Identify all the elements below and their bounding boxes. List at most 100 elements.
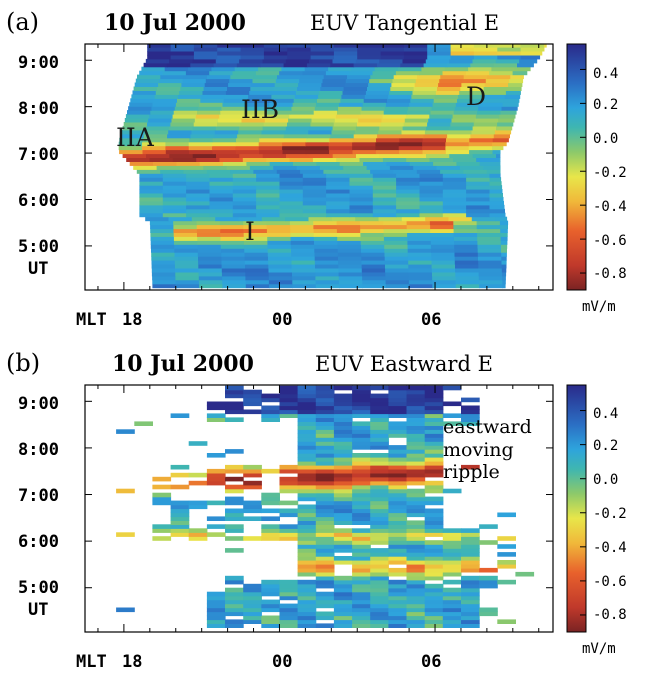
heatmap-cell bbox=[333, 544, 353, 549]
heatmap-cell bbox=[170, 500, 190, 506]
heatmap-cell bbox=[333, 397, 353, 403]
heatmap-cell bbox=[245, 283, 270, 289]
heatmap-cell bbox=[424, 587, 444, 593]
heatmap-cell bbox=[256, 204, 280, 210]
heatmap-cell bbox=[206, 413, 226, 418]
heatmap-cell bbox=[283, 62, 308, 68]
plot-frame-a bbox=[84, 43, 554, 291]
heatmap-cell bbox=[402, 125, 427, 131]
heatmap-cell bbox=[183, 74, 208, 80]
heatmap-cell bbox=[129, 102, 154, 107]
heatmap-cell bbox=[376, 62, 401, 68]
heatmap-cell bbox=[380, 51, 405, 56]
heatmap-cell bbox=[315, 389, 335, 395]
heatmap-cell bbox=[315, 433, 335, 438]
heatmap-cell bbox=[407, 240, 432, 245]
heatmap-cell bbox=[497, 619, 516, 624]
heatmap-cell bbox=[497, 44, 522, 48]
heatmap-cell bbox=[355, 58, 380, 64]
heatmap-cell bbox=[408, 275, 433, 281]
heatmap-cell bbox=[297, 86, 321, 91]
heatmap-cell bbox=[165, 141, 190, 147]
heatmap-cell bbox=[279, 476, 299, 482]
heatmap-cell bbox=[497, 579, 516, 585]
heatmap-cell bbox=[253, 169, 278, 174]
heatmap-cell bbox=[491, 66, 516, 72]
heatmap-cell bbox=[477, 244, 502, 249]
heatmap-cell bbox=[360, 232, 385, 237]
heatmap-cell bbox=[477, 110, 501, 115]
heatmap-cell bbox=[326, 193, 350, 198]
heatmap-cell bbox=[261, 129, 286, 135]
heatmap-cell bbox=[225, 393, 244, 399]
heatmap-cell bbox=[197, 236, 222, 241]
heatmap-cell bbox=[406, 623, 426, 628]
heatmap-cell bbox=[372, 189, 397, 194]
heatmap-cell bbox=[411, 94, 436, 99]
heatmap-cell bbox=[149, 157, 174, 162]
heatmap-cell bbox=[333, 595, 353, 601]
heatmap-cell bbox=[485, 78, 510, 84]
heatmap-cell bbox=[169, 125, 194, 131]
heatmap-cell bbox=[370, 619, 389, 624]
heatmap-cell bbox=[191, 216, 216, 222]
heatmap-cell bbox=[352, 591, 371, 597]
heatmap-cell bbox=[206, 591, 226, 597]
heatmap-cell bbox=[352, 468, 371, 474]
heatmap-cell bbox=[431, 264, 456, 269]
heatmap-cell bbox=[197, 110, 221, 115]
heatmap-cell bbox=[243, 504, 262, 510]
heatmap-cell bbox=[225, 587, 244, 593]
heatmap-cell bbox=[225, 508, 244, 514]
heatmap-cell bbox=[442, 595, 462, 601]
heatmap-cell bbox=[352, 441, 371, 446]
heatmap-cell bbox=[279, 464, 299, 470]
heatmap-cell bbox=[162, 196, 187, 202]
heatmap-cell bbox=[384, 256, 409, 261]
heatmap-cell bbox=[279, 204, 304, 210]
heatmap-cell bbox=[152, 500, 172, 506]
heatmap-cell bbox=[370, 548, 389, 553]
heatmap-cell bbox=[349, 181, 374, 186]
heatmap-cell bbox=[315, 571, 335, 577]
heatmap-cell bbox=[264, 118, 289, 123]
heatmap-cell bbox=[315, 476, 335, 482]
heatmap-cell bbox=[333, 393, 353, 399]
heatmap-cell bbox=[186, 173, 210, 178]
heatmap-cell bbox=[315, 532, 335, 537]
heatmap-cell bbox=[502, 275, 506, 281]
heatmap-cell bbox=[261, 516, 280, 521]
heatmap-cell bbox=[279, 468, 299, 474]
heatmap-cell bbox=[170, 504, 190, 510]
heatmap-cell bbox=[313, 220, 338, 226]
heatmap-cell bbox=[173, 228, 198, 233]
heatmap-cell bbox=[461, 560, 480, 565]
heatmap-cell bbox=[419, 204, 444, 210]
heatmap-cell bbox=[331, 216, 356, 222]
heatmap-cell bbox=[240, 51, 265, 56]
heatmap-cell bbox=[455, 271, 480, 277]
heatmap-cell bbox=[442, 185, 467, 190]
heatmap-cell bbox=[424, 129, 449, 135]
heatmap-cell bbox=[416, 169, 441, 174]
heatmap-cell bbox=[353, 133, 378, 139]
heatmap-cell bbox=[424, 488, 444, 494]
heatmap-cell bbox=[388, 548, 408, 553]
heatmap-cell bbox=[298, 82, 322, 87]
heatmap-cell bbox=[333, 623, 353, 628]
heatmap-cell bbox=[408, 106, 432, 111]
heatmap-cell bbox=[143, 133, 168, 139]
heatmap-cell bbox=[297, 429, 317, 434]
heatmap-cell bbox=[519, 58, 538, 64]
heatmap-cell bbox=[188, 141, 213, 147]
heatmap-cell bbox=[406, 476, 426, 482]
heatmap-cell bbox=[292, 279, 317, 285]
heatmap-cell bbox=[326, 181, 350, 186]
heatmap-cell bbox=[349, 189, 374, 194]
heatmap-cell bbox=[440, 169, 464, 174]
heatmap-cell bbox=[207, 74, 231, 80]
heatmap-cell bbox=[151, 248, 175, 253]
heatmap-cell bbox=[127, 110, 151, 115]
heatmap-cell bbox=[353, 62, 378, 68]
heatmap-cell bbox=[279, 484, 299, 490]
